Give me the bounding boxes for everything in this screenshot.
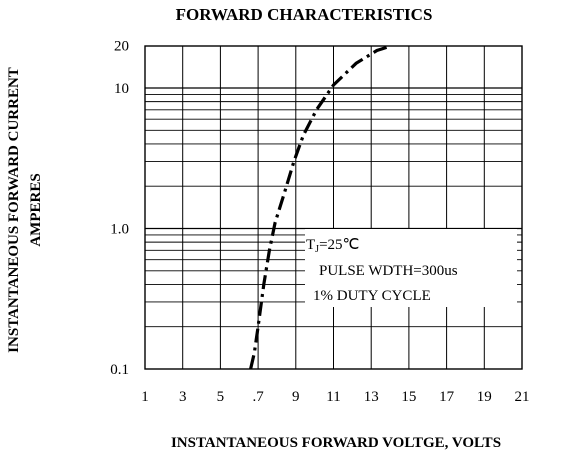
y-tick-label: 0.1 <box>110 362 129 378</box>
x-tick-label: 21 <box>515 389 530 405</box>
forward-curve-series <box>249 44 391 370</box>
y-axis-title-line1: INSTANTANEOUS FORWARD CURRENT <box>6 67 22 353</box>
annotation-tj-subscript: J <box>315 244 319 255</box>
grid <box>145 46 522 369</box>
annotation-tj-suffix: =25℃ <box>319 237 359 253</box>
x-tick-labels: 1 3 5.7 9 11 13 15 17 19 21 <box>141 389 529 405</box>
x-tick-label: 1 <box>141 389 149 405</box>
annotation-tj-prefix: T <box>306 237 315 253</box>
x-axis-title: INSTANTANEOUS FORWARD VOLTGE, VOLTS <box>171 435 501 451</box>
test-condition-annotation: TJ=25℃ PULSE WDTH=300us 1% DUTY CYCLE <box>305 229 517 307</box>
annotation-tj: TJ=25℃ <box>306 237 359 255</box>
annotation-background <box>305 229 517 307</box>
y-tick-label: 10 <box>114 81 129 97</box>
x-tick-label: 9 <box>292 389 300 405</box>
x-tick-label: .7 <box>252 389 264 405</box>
x-tick-label: 11 <box>326 389 340 405</box>
chart-title: FORWARD CHARACTERISTICS <box>176 5 433 24</box>
x-tick-label: 19 <box>477 389 492 405</box>
y-axis-title: INSTANTANEOUS FORWARD CURRENT AMPERES <box>6 67 44 353</box>
x-tick-label: 13 <box>364 389 379 405</box>
annotation-pulse-width: PULSE WDTH=300us <box>319 263 458 279</box>
annotation-duty-cycle: 1% DUTY CYCLE <box>313 288 431 304</box>
y-tick-label: 1.0 <box>110 222 129 238</box>
y-tick-label: 20 <box>114 39 129 55</box>
x-tick-label: 5 <box>217 389 225 405</box>
x-tick-label: 15 <box>401 389 416 405</box>
y-tick-labels: 0.1 1.0 10 20 <box>110 39 129 378</box>
x-tick-label: 17 <box>439 389 455 405</box>
plot-frame <box>144 45 523 370</box>
y-axis-title-line2: AMPERES <box>28 173 44 246</box>
x-tick-label: 3 <box>179 389 187 405</box>
